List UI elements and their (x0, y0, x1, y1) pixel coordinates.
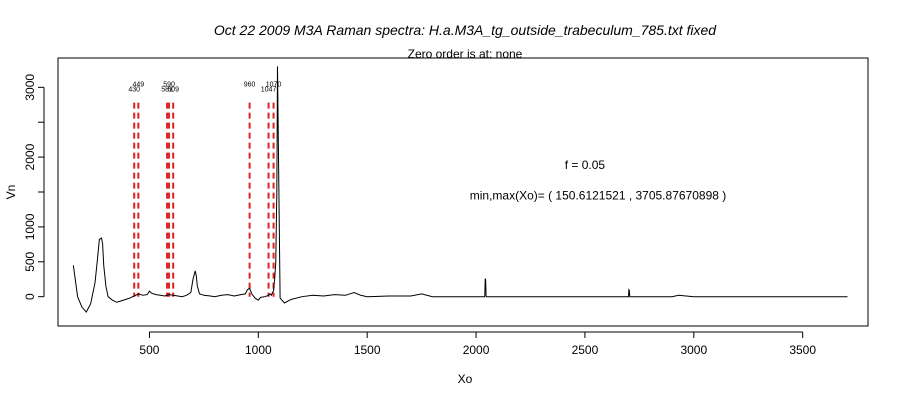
plot-frame (57, 57, 869, 327)
x-tick-label: 2000 (463, 343, 490, 357)
x-tick-label: 1000 (245, 343, 272, 357)
x-tick-label: 3000 (680, 343, 707, 357)
peak-label: 609 (167, 87, 179, 94)
y-axis: 0 500 1000 2000 3000 (23, 74, 45, 300)
y-tick-label: 500 (23, 251, 37, 271)
spectrum-line (72, 66, 848, 313)
y-axis-label: Vn (4, 185, 18, 200)
x-tick-label: 1500 (354, 343, 381, 357)
peak-lines-group (133, 102, 275, 297)
x-axis: 500 1000 1500 2000 2500 3000 3500 (139, 331, 816, 357)
peak-label: 590 (163, 82, 175, 89)
x-axis-label: Xo (458, 372, 473, 386)
peak-label: 1070 (266, 82, 282, 89)
peak-label: 1047 (261, 87, 277, 94)
chart-title: Oct 22 2009 M3A Raman spectra: H.a.M3A_t… (214, 22, 717, 38)
chart-subtitle: Zero order is at: none (408, 47, 523, 61)
y-tick-label: 1000 (23, 213, 37, 240)
peak-label: 430 (128, 87, 140, 94)
peak-label: 581 (161, 87, 173, 94)
y-tick-label: 0 (23, 293, 37, 300)
x-tick-label: 3500 (789, 343, 816, 357)
annotations-group: f = 0.05 min,max(Xo)= ( 150.6121521 , 370… (470, 158, 727, 203)
peak-label: 960 (244, 82, 256, 89)
y-tick-label: 3000 (23, 74, 37, 101)
chart-annotation: f = 0.05 (565, 158, 606, 172)
x-tick-label: 500 (139, 343, 159, 357)
x-tick-label: 2500 (572, 343, 599, 357)
peak-label: 449 (133, 82, 145, 89)
chart-annotation: min,max(Xo)= ( 150.6121521 , 3705.876708… (470, 189, 727, 203)
y-tick-label: 2000 (23, 143, 37, 170)
